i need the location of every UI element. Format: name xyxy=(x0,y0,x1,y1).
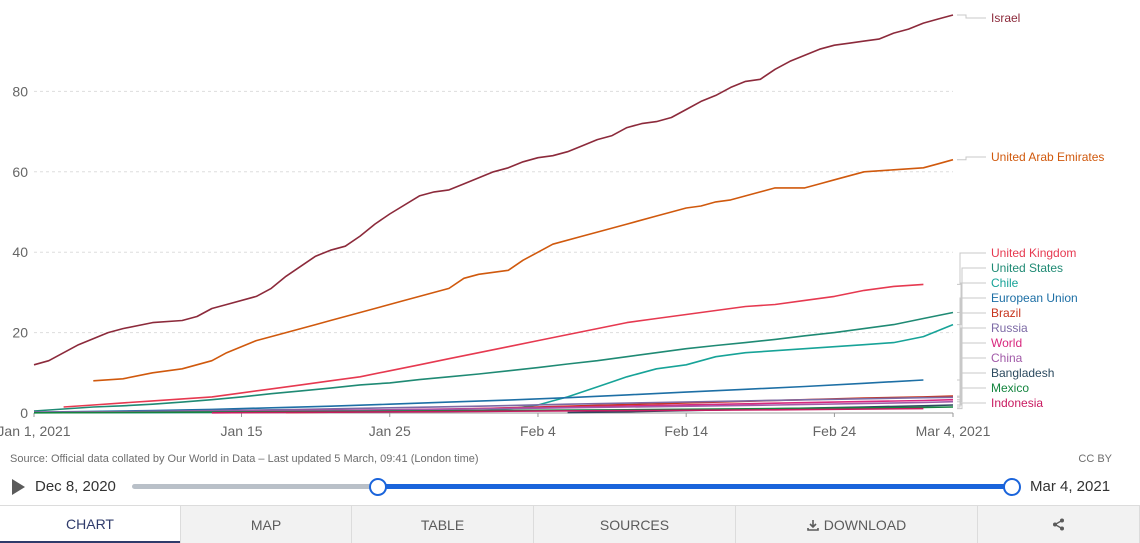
timeline-slider[interactable] xyxy=(132,478,1021,496)
x-tick-label: Jan 25 xyxy=(369,423,411,439)
y-axis: 0 20 40 60 80 xyxy=(12,83,28,421)
tab-sources[interactable]: SOURCES xyxy=(533,506,735,543)
label-connector xyxy=(957,372,986,406)
timeline-end-date: Mar 4, 2021 xyxy=(1030,478,1111,495)
series-label-european-union[interactable]: European Union xyxy=(991,291,1078,305)
series-line-israel[interactable] xyxy=(33,14,954,366)
series-label-mexico[interactable]: Mexico xyxy=(991,381,1029,395)
line-chart: 0 20 40 60 80 Jan 1, 2021 Jan 15 Jan 25 Feb 4 Fe… xyxy=(0,11,1104,439)
download-icon xyxy=(806,519,819,531)
y-tick-label: 80 xyxy=(12,83,28,99)
timeline-start-date: Dec 8, 2020 xyxy=(35,478,116,495)
gridlines xyxy=(34,90,953,414)
series-line-indonesia[interactable] xyxy=(211,407,924,414)
series-line-united-arab-emirates[interactable] xyxy=(93,158,954,382)
tab-map-label: MAP xyxy=(250,516,282,533)
y-tick-label: 20 xyxy=(12,325,28,341)
series-label-israel[interactable]: Israel xyxy=(991,11,1020,25)
label-connector xyxy=(957,252,986,285)
source-note: Source: Official data collated by Our Wo… xyxy=(10,453,479,465)
series-line-united-kingdom[interactable] xyxy=(63,283,924,408)
x-axis: Jan 1, 2021 Jan 15 Jan 25 Feb 4 Feb 14 Feb 24… xyxy=(0,413,991,439)
label-connector xyxy=(957,387,986,408)
timeline-end-handle[interactable] xyxy=(1003,478,1021,496)
timeline-start-handle[interactable] xyxy=(369,478,388,496)
x-tick-label: Jan 15 xyxy=(220,423,262,439)
tab-chart[interactable]: CHART xyxy=(0,506,180,543)
series-line-china[interactable] xyxy=(33,400,954,414)
series-line-european-union[interactable] xyxy=(33,379,924,413)
tab-map[interactable]: MAP xyxy=(180,506,351,543)
timeline-selected-range xyxy=(378,484,1012,489)
series-labels[interactable]: Israel United Arab Emirates United Kingdom… xyxy=(957,11,1104,410)
timeline-controls: Dec 8, 2020 Mar 4, 2021 xyxy=(0,472,1140,500)
tab-share[interactable] xyxy=(977,506,1140,543)
tab-table-label: TABLE xyxy=(420,516,465,533)
label-connector xyxy=(957,342,986,401)
x-tick-label: Feb 14 xyxy=(664,423,708,439)
series-label-bangladesh[interactable]: Bangladesh xyxy=(991,366,1054,380)
chart-tab-bar: CHART MAP TABLE SOURCES DOWNLOAD xyxy=(0,505,1140,543)
share-icon xyxy=(1053,518,1064,531)
tab-download[interactable]: DOWNLOAD xyxy=(735,506,977,543)
label-connector xyxy=(957,282,986,326)
series-label-united-kingdom[interactable]: United Kingdom xyxy=(991,246,1076,260)
series-label-indonesia[interactable]: Indonesia xyxy=(991,396,1043,410)
y-tick-label: 0 xyxy=(20,405,28,421)
y-tick-label: 60 xyxy=(12,164,28,180)
series-line-united-states[interactable] xyxy=(33,311,954,412)
tab-sources-label: SOURCES xyxy=(599,516,670,533)
tab-table[interactable]: TABLE xyxy=(351,506,533,543)
label-connector xyxy=(957,156,986,161)
license-link[interactable]: CC BY xyxy=(1078,453,1112,465)
label-connector xyxy=(957,402,986,410)
tab-download-label: DOWNLOAD xyxy=(823,516,907,533)
y-tick-label: 40 xyxy=(12,244,28,260)
series-label-chile[interactable]: Chile xyxy=(991,276,1019,290)
series-label-united-states[interactable]: United States xyxy=(991,261,1063,275)
series-label-united-arab-emirates[interactable]: United Arab Emirates xyxy=(991,150,1104,164)
label-connector xyxy=(957,327,986,398)
x-tick-label: Feb 24 xyxy=(813,423,857,439)
label-connector xyxy=(957,297,986,381)
series-lines xyxy=(33,14,954,414)
x-tick-label: Feb 4 xyxy=(520,423,556,439)
series-label-russia[interactable]: Russia xyxy=(991,321,1028,335)
series-label-world[interactable]: World xyxy=(991,336,1022,350)
x-tick-label: Jan 1, 2021 xyxy=(0,423,71,439)
series-label-brazil[interactable]: Brazil xyxy=(991,306,1021,320)
x-tick-label: Mar 4, 2021 xyxy=(916,423,991,439)
label-connector xyxy=(957,14,986,19)
play-icon[interactable] xyxy=(12,479,25,495)
series-label-china[interactable]: China xyxy=(991,351,1023,365)
tab-chart-label: CHART xyxy=(66,515,114,532)
